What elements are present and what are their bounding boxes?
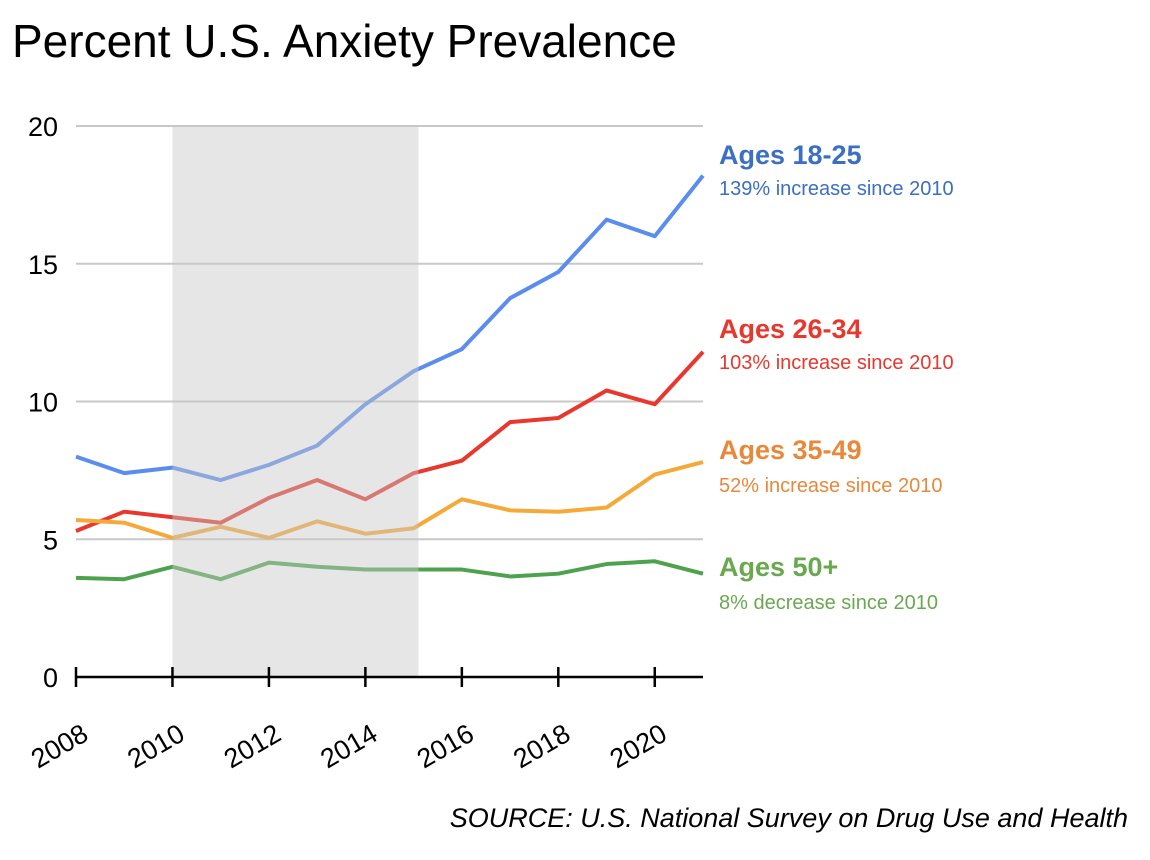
x-tick-label: 2012 bbox=[219, 718, 286, 774]
series-line-ages-18-25 bbox=[75, 174, 705, 483]
series-line-ages-50- bbox=[75, 559, 704, 582]
y-tick-label: 5 bbox=[43, 525, 58, 555]
series-annotation: 103% increase since 2010 bbox=[719, 352, 954, 374]
source-note: SOURCE: U.S. National Survey on Drug Use… bbox=[449, 803, 1128, 833]
y-tick-label: 0 bbox=[43, 663, 58, 693]
x-tick-label: 2008 bbox=[26, 718, 93, 774]
series-label: Ages 26-34 bbox=[719, 314, 862, 344]
series-line-ages-26-34 bbox=[75, 350, 705, 533]
x-tick-label: 2010 bbox=[122, 718, 189, 774]
shaded-region bbox=[172, 126, 419, 677]
chart-title: Percent U.S. Anxiety Prevalence bbox=[12, 15, 677, 67]
x-tick-label: 2016 bbox=[412, 718, 479, 774]
y-tick-label: 15 bbox=[28, 250, 58, 280]
y-tick-label: 10 bbox=[28, 388, 58, 418]
x-tick-label: 2020 bbox=[605, 718, 672, 774]
series-line-ages-35-49 bbox=[75, 460, 704, 540]
y-tick-label: 20 bbox=[28, 112, 58, 142]
series-annotation: 52% increase since 2010 bbox=[719, 475, 943, 497]
series-annotation: 8% decrease since 2010 bbox=[719, 592, 939, 614]
series-label: Ages 50+ bbox=[719, 552, 839, 582]
x-tick-label: 2018 bbox=[508, 718, 575, 774]
series-label: Ages 18-25 bbox=[719, 140, 862, 170]
series-annotation: 139% increase since 2010 bbox=[719, 178, 954, 200]
x-tick-label: 2014 bbox=[315, 718, 382, 774]
series-label: Ages 35-49 bbox=[719, 435, 862, 465]
